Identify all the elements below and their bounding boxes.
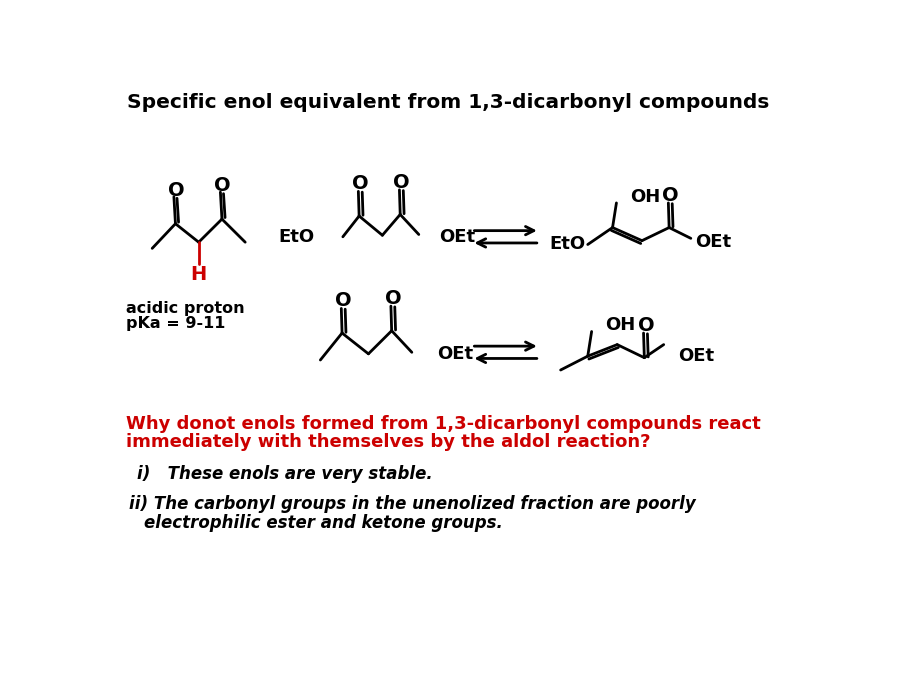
Text: OH: OH: [630, 188, 660, 206]
Text: acidic proton: acidic proton: [126, 301, 244, 316]
Text: O: O: [384, 289, 401, 308]
Text: OEt: OEt: [438, 228, 474, 246]
Text: OEt: OEt: [677, 347, 713, 365]
Text: O: O: [214, 177, 231, 195]
Text: O: O: [168, 181, 185, 200]
Text: O: O: [662, 186, 678, 205]
Text: O: O: [393, 172, 410, 192]
Text: O: O: [637, 316, 653, 335]
Text: i)   These enols are very stable.: i) These enols are very stable.: [137, 466, 432, 484]
Text: Why donot enols formed from 1,3-dicarbonyl compounds react: Why donot enols formed from 1,3-dicarbon…: [126, 415, 760, 433]
Text: Specific enol equivalent from 1,3-dicarbonyl compounds: Specific enol equivalent from 1,3-dicarb…: [127, 92, 768, 112]
Text: EtO: EtO: [278, 228, 314, 246]
Text: O: O: [352, 174, 369, 193]
Text: electrophilic ester and ketone groups.: electrophilic ester and ketone groups.: [144, 514, 503, 532]
Text: OEt: OEt: [694, 233, 730, 251]
Text: OEt: OEt: [437, 345, 473, 363]
Text: pKa = 9-11: pKa = 9-11: [126, 316, 225, 331]
Text: O: O: [335, 291, 352, 310]
Text: immediately with themselves by the aldol reaction?: immediately with themselves by the aldol…: [126, 433, 650, 451]
Text: EtO: EtO: [549, 235, 584, 253]
Text: ii) The carbonyl groups in the unenolized fraction are poorly: ii) The carbonyl groups in the unenolize…: [129, 495, 695, 513]
Text: H: H: [190, 265, 207, 284]
Text: OH: OH: [605, 316, 635, 335]
